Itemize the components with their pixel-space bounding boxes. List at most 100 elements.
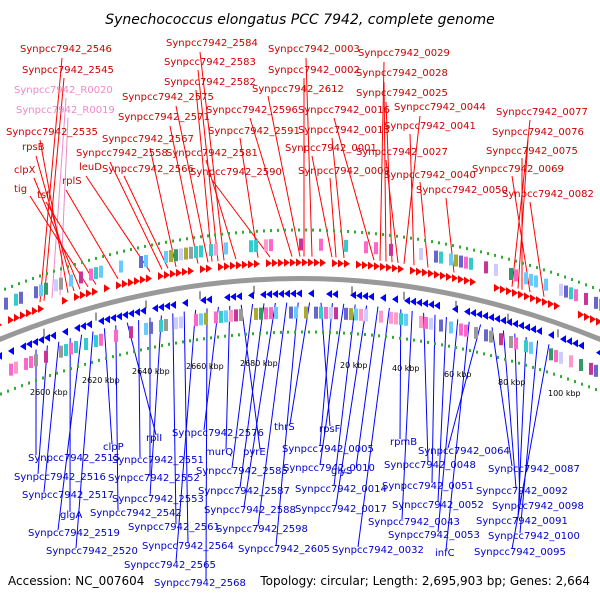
ring-dot (133, 350, 135, 354)
gene-label: Synpcc7942_2591 (208, 126, 300, 137)
reverse-gene-arrow (278, 289, 284, 298)
gene-leader-line (319, 303, 345, 466)
gene-leader-line (383, 81, 387, 262)
ring-dot (161, 344, 163, 348)
gene-label: Synpcc7942_0095 (474, 547, 566, 558)
reverse-gene-arrow (248, 291, 254, 300)
feature-block (454, 254, 458, 267)
gene-label: Synpcc7942_2520 (46, 546, 138, 557)
ring-dot (392, 335, 394, 339)
forward-gene-arrow (236, 261, 242, 270)
forward-gene-arrow (590, 315, 596, 324)
feature-block (424, 316, 428, 329)
reverse-gene-arrow (200, 296, 206, 305)
ring-dot (123, 249, 125, 253)
ring-dot (21, 384, 23, 388)
reverse-gene-arrow (380, 293, 386, 302)
ring-dot (371, 333, 373, 337)
feature-block (484, 329, 488, 342)
reverse-gene-arrow (494, 314, 500, 323)
gene-label: Synpcc7942_2575 (122, 92, 214, 103)
feature-block (184, 247, 188, 260)
feature-block (559, 283, 563, 296)
feature-block (469, 257, 473, 270)
gene-leader-line (65, 189, 119, 280)
gene-leader-line (529, 201, 545, 297)
feature-block (189, 246, 193, 259)
forward-gene-arrow (296, 258, 302, 267)
gene-leader-line (305, 57, 313, 257)
ring-dot (231, 333, 233, 337)
ring-dot (298, 228, 300, 232)
ring-dot (522, 261, 524, 265)
feature-block (439, 319, 443, 332)
ring-dot (550, 270, 552, 274)
feature-block (404, 313, 408, 326)
ring-dot (445, 242, 447, 246)
gene-leader-line (225, 305, 231, 450)
feature-block (224, 310, 228, 323)
feature-block (169, 250, 173, 263)
forward-gene-arrow (164, 270, 170, 279)
ring-dot (529, 263, 531, 267)
ring-dot (427, 340, 429, 344)
gene-label: clpX (14, 165, 36, 176)
reverse-gene-arrow (272, 290, 278, 299)
reverse-gene-arrow (290, 289, 296, 298)
gene-label: rpsF (319, 424, 341, 435)
forward-gene-arrow (368, 261, 374, 270)
forward-gene-arrow (434, 270, 440, 279)
feature-block (69, 274, 73, 287)
forward-gene-arrow (416, 267, 422, 276)
ring-dot (466, 247, 468, 251)
gene-label: Synpcc7942_2564 (142, 541, 234, 552)
ring-dot (196, 338, 198, 342)
tick-label: 2600 kbp (30, 388, 68, 397)
gene-leader-line (205, 159, 237, 260)
gene-label: Synpcc7942_0005 (282, 444, 374, 455)
reverse-gene-arrow (368, 292, 374, 301)
forward-gene-arrow (272, 259, 278, 268)
feature-block (129, 326, 133, 339)
ring-dot (203, 337, 205, 341)
feature-block (94, 335, 98, 348)
gene-label: Synpcc7942_0025 (356, 88, 448, 99)
reverse-gene-arrow (8, 347, 14, 356)
feature-block (174, 249, 178, 262)
reverse-gene-arrow (362, 292, 368, 301)
ring-dot (459, 245, 461, 249)
gene-leader-line (211, 179, 271, 258)
feature-block (579, 359, 583, 372)
forward-gene-arrow (428, 269, 434, 278)
feature-block (574, 289, 578, 302)
ring-dot (49, 374, 51, 378)
ring-dot (60, 267, 62, 271)
ring-dot (42, 376, 44, 380)
ring-dot (81, 260, 83, 264)
forward-gene-arrow (188, 266, 194, 275)
feature-block (19, 291, 23, 304)
ring-dot (410, 236, 412, 240)
gene-label: Synpcc7942_2584 (166, 38, 258, 49)
gene-label: Synpcc7942_2590 (190, 167, 282, 178)
forward-gene-arrow (86, 289, 92, 298)
forward-gene-arrow (242, 260, 248, 269)
reverse-gene-arrow (170, 300, 176, 309)
forward-gene-arrow (26, 309, 32, 318)
gene-leader-line (329, 177, 337, 258)
gene-leader-line (39, 57, 63, 303)
gene-label: Synpcc7942_2515 (28, 453, 120, 464)
genome-backbone (0, 276, 600, 343)
gene-label: Synpcc7942_2561 (128, 522, 220, 533)
ring-dot (168, 342, 170, 346)
ring-dot (91, 360, 93, 364)
forward-gene-arrow (278, 258, 284, 267)
reverse-gene-arrow (32, 337, 38, 346)
forward-gene-arrow (374, 262, 380, 271)
ring-dot (487, 252, 489, 256)
gene-leader-line (75, 331, 94, 549)
ring-dot (221, 232, 223, 236)
forward-gene-arrow (380, 262, 386, 271)
gene-leader-line (103, 328, 113, 445)
ring-dot (420, 339, 422, 343)
